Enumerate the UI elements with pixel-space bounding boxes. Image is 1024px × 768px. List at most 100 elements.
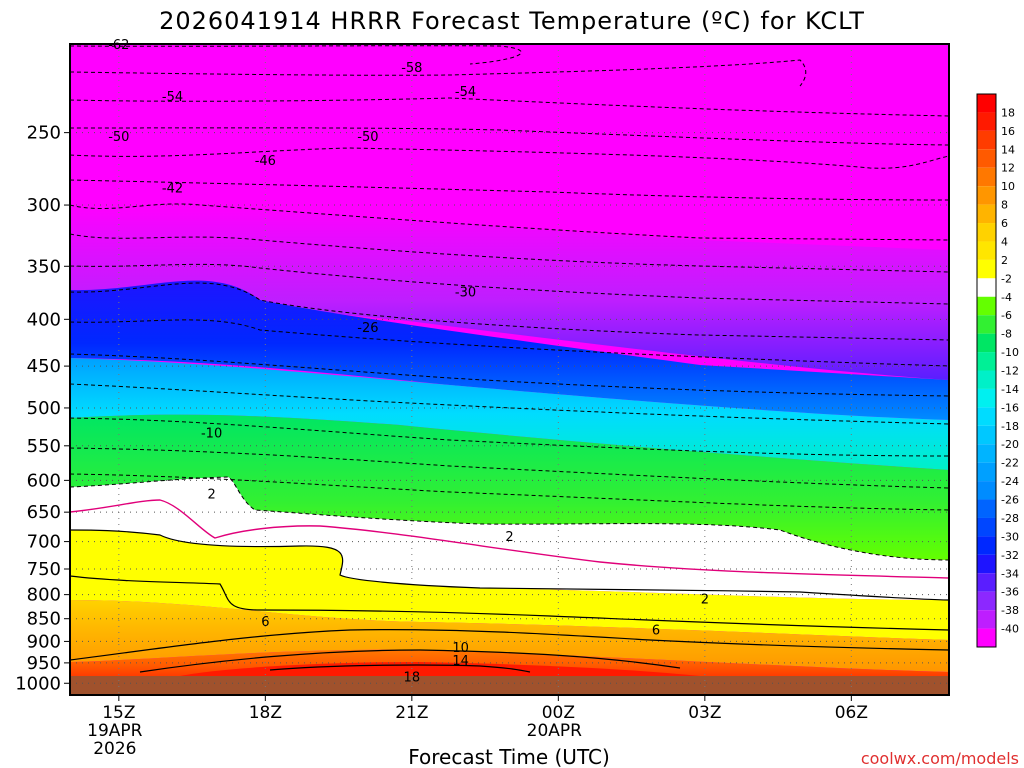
contour-58 (70, 59, 807, 87)
x-tick-date-label: 19APR (87, 721, 143, 741)
chart-title: 2026041914 HRRR Forecast Temperature (ºC… (159, 7, 865, 35)
x-tick-date-label: 2026 (93, 739, 136, 759)
contour-22 (70, 319, 949, 367)
y-tick-label: 950 (27, 653, 61, 674)
contour-label: 14 (452, 654, 469, 669)
y-tick-label: 800 (27, 585, 61, 606)
colorbar-swatch (977, 554, 996, 574)
hottest-band (180, 662, 700, 676)
ground (70, 676, 949, 695)
contour-label: -54 (162, 90, 183, 105)
colorbar-label: -22 (1001, 457, 1019, 470)
colorbar-label: -38 (1001, 604, 1019, 617)
colorbar-label: 18 (1001, 106, 1015, 119)
colorbar-label: -2 (1001, 272, 1012, 285)
contour-6-solid (70, 575, 949, 631)
x-tick-date-label: 20APR (527, 721, 583, 741)
colorbar-swatch (977, 499, 996, 518)
contour-10 (70, 417, 949, 457)
white-band (70, 477, 949, 600)
colorbar-swatch (977, 296, 996, 316)
cyan-band (70, 358, 949, 470)
colorbar-label: -32 (1001, 549, 1019, 562)
colorbar-label: -14 (1001, 383, 1019, 396)
x-tick-label: 18Z (249, 703, 282, 723)
colorbar-swatch (977, 186, 996, 205)
colorbar-label: -4 (1001, 291, 1012, 304)
colorbar-swatch (977, 315, 996, 334)
colorbar-swatch (977, 573, 996, 592)
contour-2a (70, 473, 949, 511)
colorbar-swatch (977, 259, 996, 279)
colorbar-swatch (977, 167, 996, 187)
y-tick-label: 250 (27, 123, 61, 144)
colorbar-label: -6 (1001, 309, 1012, 322)
colorbar-swatch (977, 628, 996, 647)
orange-band (70, 600, 949, 672)
purple-band (70, 203, 949, 380)
contour-label: -46 (255, 154, 276, 169)
colorbar-swatch (977, 536, 996, 555)
contour-50 (70, 127, 949, 146)
colorbar-swatch (977, 462, 996, 482)
colorbar-swatch (977, 370, 996, 389)
colorbar-label: -10 (1001, 346, 1019, 359)
colorbar-swatch (977, 407, 996, 426)
contour-30 (70, 263, 949, 305)
y-tick-label: 650 (27, 502, 61, 523)
colorbar-frame (976, 93, 997, 648)
colorbar-swatch (977, 425, 996, 445)
colorbar-label: -20 (1001, 438, 1019, 451)
contour-6 (70, 447, 949, 489)
y-tick-label: 600 (27, 470, 61, 491)
colorbar-swatch (977, 223, 996, 242)
contour-label: -62 (108, 38, 129, 53)
grid-lines (70, 44, 949, 695)
y-tick-label: 450 (27, 356, 61, 377)
colorbar-label: -8 (1001, 328, 1012, 341)
x-tick-label: 03Z (688, 703, 721, 723)
contour-label: -42 (162, 181, 183, 196)
blue-band (70, 280, 949, 420)
colorbar-label: 4 (1001, 235, 1008, 248)
contour-14 (70, 383, 949, 425)
contour-label: 10 (452, 641, 469, 656)
source-watermark: coolwx.com/models (861, 749, 1019, 768)
contour-label: 6 (261, 615, 269, 630)
contour-2b (70, 476, 949, 561)
contour-2-solid (70, 529, 949, 601)
contour-34 (70, 233, 949, 273)
colorbar-label: 12 (1001, 162, 1015, 175)
y-tick-label: 550 (27, 436, 61, 457)
contour-lines (70, 45, 949, 673)
colorbar-label: -12 (1001, 365, 1019, 378)
contour-label: -50 (357, 130, 378, 145)
colorbar-label: 8 (1001, 199, 1008, 212)
colorbar-swatch (977, 278, 996, 297)
colorbar-label: -28 (1001, 512, 1019, 525)
x-tick-label: 15Z (102, 703, 135, 723)
colorbar-label: -30 (1001, 530, 1019, 543)
colorbar-swatch (977, 481, 996, 500)
contour-10-solid (70, 629, 949, 661)
contour-label: 18 (404, 670, 421, 685)
colorbar-swatch (977, 94, 996, 113)
colorbar-label: -36 (1001, 586, 1019, 599)
zero-isotherm (70, 499, 949, 579)
y-tick-label: 300 (27, 195, 61, 216)
colorbar-swatch (977, 352, 996, 371)
x-tick-label: 06Z (835, 703, 868, 723)
colorbar-swatch (977, 517, 996, 537)
y-tick-label: 700 (27, 532, 61, 553)
colorbar-swatch (977, 444, 996, 463)
y-tick-label: 350 (27, 256, 61, 277)
colorbar-label: -16 (1001, 401, 1019, 414)
contour-38 (70, 203, 949, 241)
contour-18 (70, 353, 949, 397)
contour-label: 2 (505, 530, 513, 545)
colorbar-label: 2 (1001, 254, 1008, 267)
colorbar-label: -40 (1001, 623, 1019, 636)
x-tick-label: 21Z (395, 703, 428, 723)
colorbar-label: -18 (1001, 420, 1019, 433)
colorbar-swatch (977, 149, 996, 168)
